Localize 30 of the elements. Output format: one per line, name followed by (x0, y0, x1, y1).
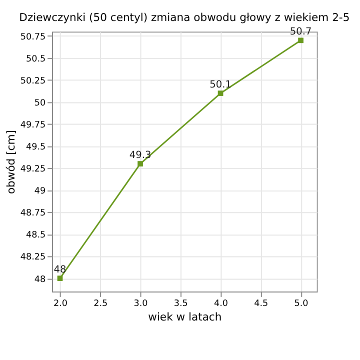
data-label: 49.3 (129, 150, 152, 161)
y-tick-label: 50.5 (26, 54, 46, 64)
y-tick-label: 50.75 (20, 32, 46, 42)
y-tick-label: 48.75 (20, 208, 46, 219)
x-tick-label: 4.5 (254, 298, 268, 309)
y-tick-label: 48.25 (20, 252, 46, 263)
data-label: 50.7 (290, 26, 312, 38)
y-tick-label: 50.25 (20, 76, 46, 86)
x-tick-label: 2.5 (94, 298, 108, 309)
point (57, 276, 63, 282)
y-tick-label: 49.25 (20, 164, 46, 175)
y-axis-title: obwód [cm] (4, 130, 18, 194)
y-tick-label: 48.5 (26, 230, 46, 241)
y-tick-label: 49 (34, 186, 46, 197)
x-tick-label: 5.0 (294, 298, 309, 309)
y-tick-label: 50 (34, 98, 46, 109)
data-label: 50.1 (210, 79, 232, 90)
x-tick-label: 2.0 (54, 298, 68, 309)
x-axis-title: wiek w latach (148, 310, 222, 324)
point (298, 38, 304, 44)
x-tick-label: 3.5 (174, 298, 188, 309)
x-tick-label: 3.0 (134, 298, 148, 309)
y-tick-label: 48 (34, 274, 46, 285)
data-label: 48 (54, 264, 66, 276)
y-tick-label: 49.5 (26, 142, 46, 153)
chart-title: Dziewczynki (50 centyl) zmiana obwodu głowy z wiekiem 2-5 (19, 10, 350, 24)
point (138, 161, 143, 166)
y-tick-label: 49.75 (20, 120, 46, 131)
x-tick-label: 4.0 (214, 298, 228, 309)
point (218, 90, 224, 96)
